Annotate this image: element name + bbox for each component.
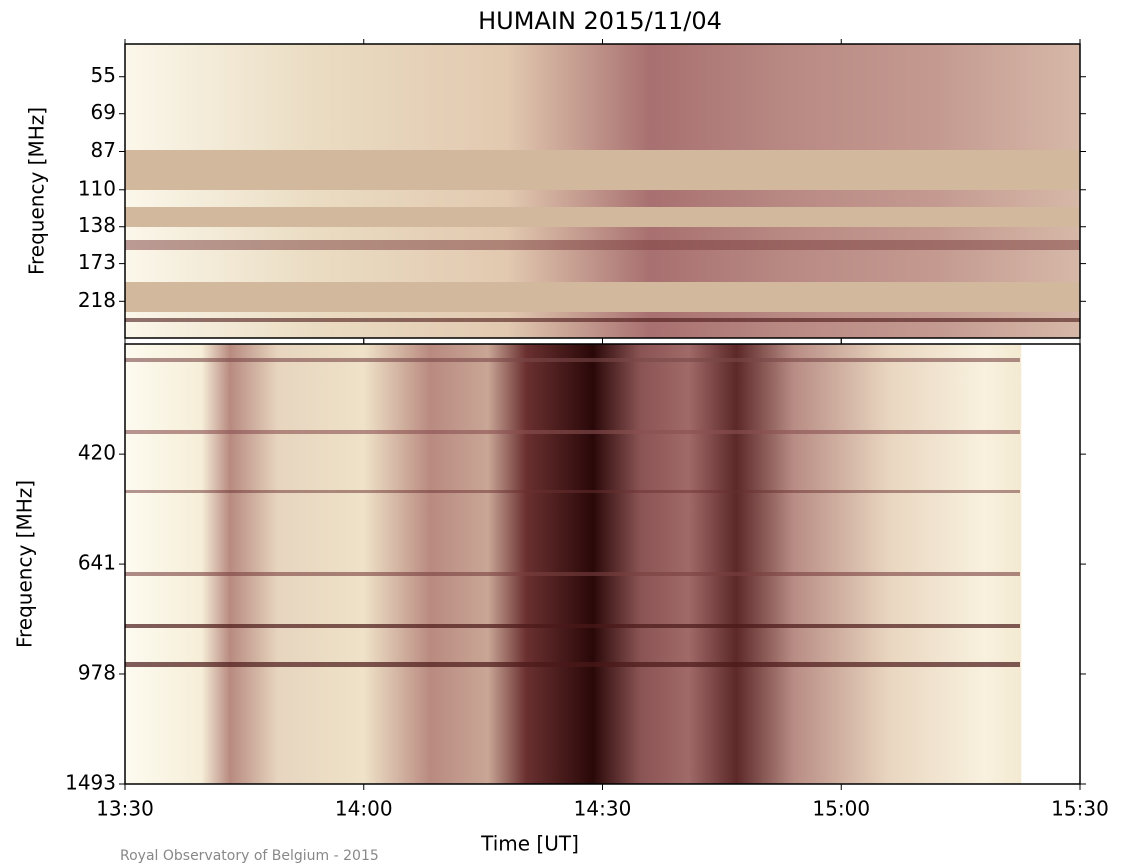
y-tick-label: 69: [91, 100, 116, 124]
y-axis-label: Frequency [MHz]: [13, 480, 37, 648]
chart-title: HUMAIN 2015/11/04: [478, 7, 722, 35]
y-tick-label: 420: [78, 441, 116, 465]
credit: Royal Observatory of Belgium - 2015: [120, 848, 379, 864]
x-tick-label: 14:30: [574, 797, 632, 821]
x-tick-label: 15:30: [1051, 797, 1109, 821]
x-tick-label: 13:30: [96, 797, 154, 821]
x-tick-label: 15:00: [812, 797, 870, 821]
x-axis-label: Time [UT]: [480, 832, 579, 856]
y-tick-label: 218: [78, 288, 116, 312]
y-tick-label: 87: [91, 138, 116, 162]
y-tick-label: 1493: [65, 771, 116, 795]
y-tick-label: 173: [78, 250, 116, 274]
y-tick-label: 110: [78, 176, 116, 200]
y-tick-label: 138: [78, 213, 116, 237]
y-axis-label: Frequency [MHz]: [25, 107, 49, 275]
x-tick-label: 14:00: [335, 797, 393, 821]
y-tick-label: 978: [78, 660, 116, 684]
y-tick-label: 55: [91, 63, 116, 87]
spectrogram-image: [125, 44, 1080, 784]
y-tick-label: 641: [78, 551, 116, 575]
